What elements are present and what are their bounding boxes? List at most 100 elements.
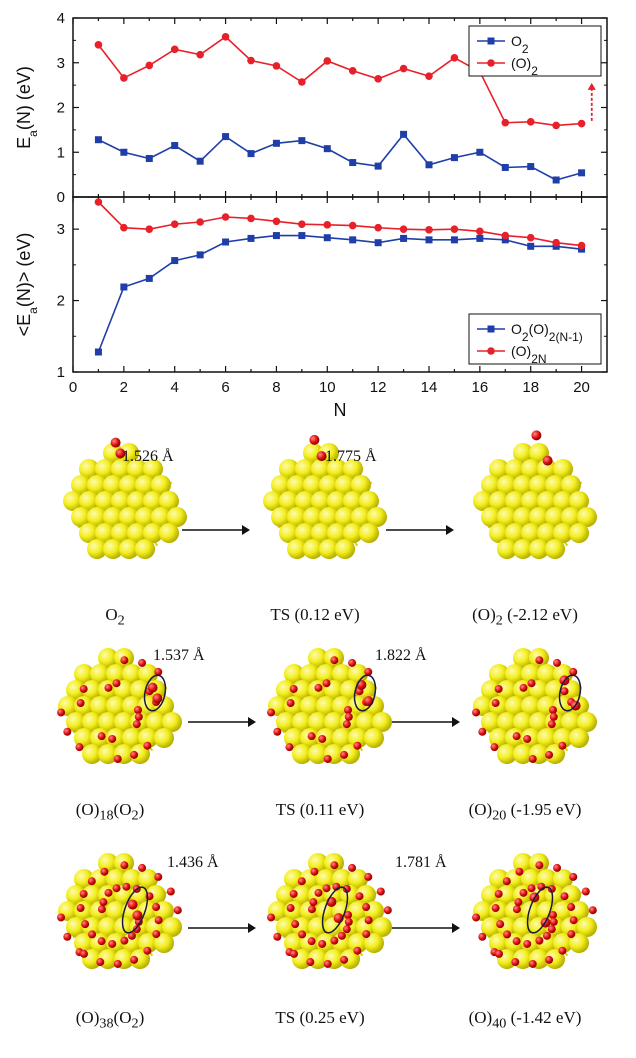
gold-atom <box>151 507 171 527</box>
gold-atom <box>119 539 139 559</box>
oxygen-atom <box>152 903 161 912</box>
gold-atom <box>545 949 565 969</box>
oxygen-atom <box>291 920 300 929</box>
reaction-arrow <box>188 923 256 933</box>
gold-atom <box>279 523 299 543</box>
data-point <box>170 45 179 54</box>
gold-atom <box>340 949 360 969</box>
gold-atom <box>497 712 517 732</box>
gold-atom <box>473 491 493 511</box>
gold-atom <box>95 491 115 511</box>
data-point <box>196 50 204 59</box>
data-point <box>501 118 510 127</box>
gold-atom <box>348 933 368 953</box>
x-tick-label: 12 <box>370 379 387 396</box>
oxygen-atom <box>549 706 557 714</box>
gold-atom <box>138 728 158 748</box>
oxygen-atom <box>152 930 161 939</box>
gold-atom <box>569 491 589 511</box>
oxygen-atom <box>75 743 84 752</box>
data-point <box>349 236 357 244</box>
gold-atom <box>569 933 589 953</box>
gold-atom <box>513 648 533 668</box>
oxygen-atom <box>138 658 147 667</box>
oxygen-atom <box>143 741 152 750</box>
x-tick-label: 8 <box>272 379 280 396</box>
oxygen-atom <box>286 904 295 913</box>
gold-atom <box>351 475 371 495</box>
data-point <box>450 54 459 62</box>
oxygen-atom <box>298 930 307 939</box>
oxygen-atom <box>330 936 339 945</box>
data-point <box>374 223 382 232</box>
gold-atom <box>127 523 147 543</box>
gold-atom <box>138 664 158 684</box>
oxygen-atom <box>337 931 346 940</box>
gold-atom <box>359 523 379 543</box>
oxygen-atom <box>120 861 129 870</box>
oxygen-atom <box>547 720 556 729</box>
oxygen-atom <box>569 872 578 881</box>
gold-atom <box>553 523 573 543</box>
gold-atom <box>79 523 99 543</box>
gold-atom <box>303 507 323 527</box>
reaction-arrow <box>386 525 454 535</box>
data-point <box>196 157 204 165</box>
structure-caption: (O)40 (-1.42 eV) <box>468 1008 582 1032</box>
oxygen-atom <box>134 712 143 721</box>
x-tick-label: 2 <box>120 379 128 396</box>
oxygen-atom <box>519 888 528 897</box>
gold-atom <box>111 459 131 479</box>
gold-cluster-image <box>472 648 597 764</box>
reaction-arrow <box>392 923 460 933</box>
gold-atom <box>90 664 110 684</box>
data-point <box>425 161 433 169</box>
oxygen-atom <box>63 727 72 736</box>
oxygen-atom <box>588 906 597 915</box>
series-line-1 <box>97 234 582 353</box>
gold-atom <box>311 523 331 543</box>
oxygen-atom <box>267 913 276 922</box>
gold-atom <box>553 728 573 748</box>
gold-atom <box>561 885 581 905</box>
data-point <box>552 238 560 247</box>
structure-o20: (O)20 (-1.95 eV) <box>430 635 620 835</box>
gold-atom <box>481 507 501 527</box>
oxygen-atom <box>494 684 503 693</box>
data-point <box>476 227 484 236</box>
data-point <box>170 220 179 228</box>
gold-atom <box>103 443 123 463</box>
gold-atom <box>135 539 155 559</box>
y-tick-label: 4 <box>57 10 65 27</box>
oxygen-atom <box>79 684 88 693</box>
gold-atom <box>138 933 158 953</box>
structure-o18-o2: 1.537 Å (O)18(O2) <box>15 635 205 835</box>
oxygen-atom <box>108 939 117 948</box>
gold-atom <box>159 491 179 511</box>
oxygen-pair-atom <box>309 434 320 445</box>
oxygen-atom <box>472 913 481 922</box>
gold-atom <box>335 507 355 527</box>
data-point <box>221 32 230 41</box>
gold-atom <box>324 712 344 732</box>
oxygen-atom <box>330 656 339 665</box>
gold-atom <box>90 696 110 716</box>
gold-atom <box>497 885 517 905</box>
gold-atom <box>569 523 589 543</box>
x-tick-label: 0 <box>69 379 77 396</box>
gold-atom <box>529 712 549 732</box>
gold-atom <box>521 491 541 511</box>
data-point <box>425 72 433 80</box>
oxygen-atom <box>542 931 551 940</box>
gold-atom <box>106 901 126 921</box>
oxygen-atom <box>523 939 532 948</box>
gold-atom <box>319 539 339 559</box>
oxygen-atom <box>81 920 90 929</box>
gold-atom <box>276 712 296 732</box>
oxygen-atom <box>364 872 373 881</box>
gold-atom <box>553 869 573 889</box>
gold-atom <box>553 459 573 479</box>
gold-atom <box>367 507 387 527</box>
structure-ts-1: 1.775 Å TS (0.12 eV) <box>220 430 410 630</box>
oxygen-atom <box>491 904 500 913</box>
